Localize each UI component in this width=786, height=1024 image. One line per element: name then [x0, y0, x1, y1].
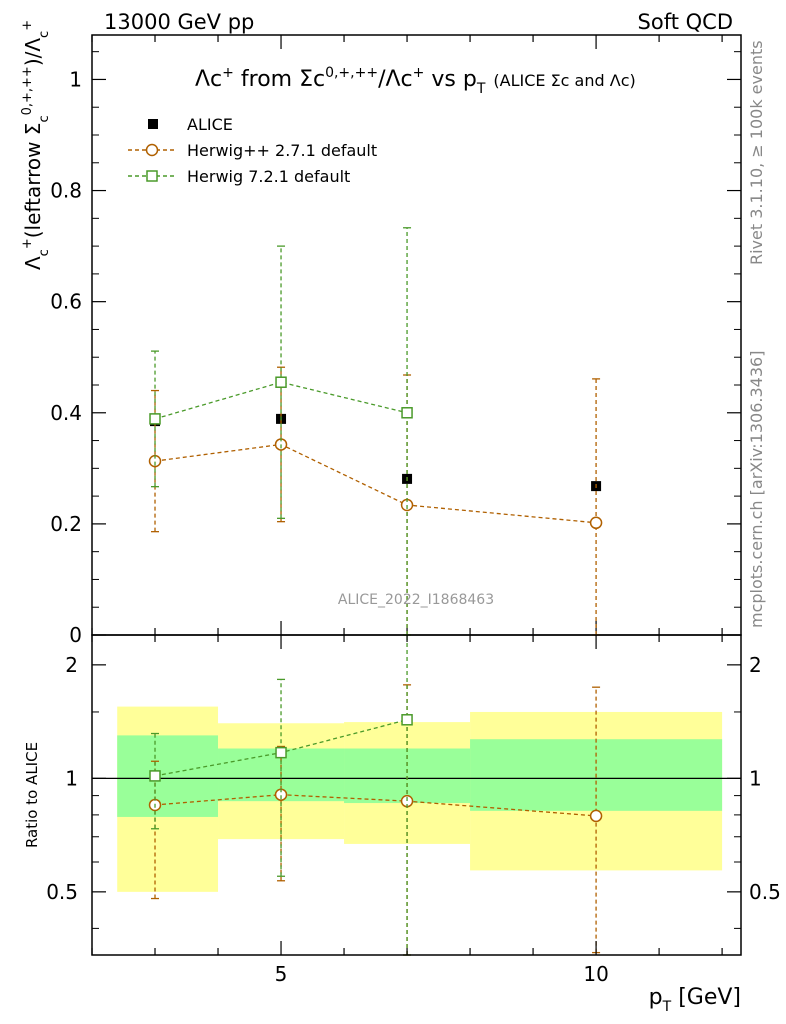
main-y-axis-label: Λc+(leftarrow Σc0,+,++)/Λc+: [20, 20, 52, 270]
category-label: Soft QCD: [638, 10, 733, 34]
ratio-y-tick-label-right: 1: [749, 766, 762, 790]
main-plot-panel: 0 0.2 0.4 0.6 0.8 1 Λc+ from Σc0,+,++/Λc+ vs …: [20, 20, 742, 647]
x-axis-label: pT [GeV]: [649, 985, 741, 1015]
main-y-ticks: 0 0.2 0.4 0.6 0.8 1: [50, 35, 741, 647]
legend-label-herwig7: Herwig 7.2.1 default: [187, 167, 350, 186]
legend-label-alice: ALICE: [187, 115, 233, 134]
ratio-y-tick-label-right: 0.5: [749, 880, 781, 904]
main-series-line-2: [154, 381, 408, 420]
legend: ALICE Herwig++ 2.7.1 default Herwig 7.2.…: [128, 115, 377, 186]
mcplots-label: mcplots.cern.ch [arXiv:1306.3436]: [747, 351, 766, 628]
main-point-herwigpp: [589, 516, 603, 530]
legend-marker-alice: [148, 119, 158, 129]
ratio-y-tick-label: 1: [65, 766, 78, 790]
legend-label-herwigpp: Herwig++ 2.7.1 default: [187, 141, 377, 160]
ratio-y-tick-label-right: 2: [749, 653, 762, 677]
ratio-plot-panel: 0.5 0.5 1 1 2 2 5 10 Ratio to ALICE pT [GeV]: [23, 634, 781, 1015]
ratio-ticks: 0.5 0.5 1 1 2 2 5 10: [46, 635, 781, 986]
main-series-layer: [148, 227, 603, 636]
legend-marker-herwig7: [146, 170, 158, 182]
main-series-line-1: [154, 443, 597, 524]
legend-entry-herwigpp: Herwig++ 2.7.1 default: [128, 141, 377, 160]
ratio-point-herwig7: [275, 746, 287, 759]
analysis-watermark: ALICE_2022_I1868463: [338, 592, 494, 608]
y-tick-label: 0.2: [50, 512, 82, 536]
ratio-point-herwig7: [149, 770, 161, 782]
ratio-band-inner: [117, 735, 219, 817]
x-tick-label: 10: [583, 962, 608, 986]
y-tick-label: 0.8: [50, 179, 82, 203]
legend-marker-herwigpp: [145, 143, 159, 157]
ratio-y-axis-label: Ratio to ALICE: [23, 742, 41, 848]
energy-label: 13000 GeV pp: [104, 10, 254, 34]
y-tick-label: 0: [69, 623, 82, 647]
ratio-series-layer: [148, 634, 603, 956]
ratio-y-tick-label: 0.5: [46, 880, 78, 904]
y-tick-label: 0.4: [50, 401, 82, 425]
main-point-herwig7: [401, 407, 413, 419]
ratio-point-herwigpp: [589, 809, 603, 823]
ratio-point-herwig7: [401, 714, 413, 726]
plot-title: Λc+ from Σc0,+,++/Λc+ vs pT (ALICE Σc and…: [195, 65, 636, 97]
legend-entry-herwig7: Herwig 7.2.1 default: [128, 167, 350, 186]
ratio-series-line-0: [154, 794, 597, 817]
ratio-y-tick-label: 2: [65, 653, 78, 677]
rivet-label: Rivet 3.1.10, ≥ 100k events: [747, 40, 766, 265]
ratio-plot-frame: [91, 634, 742, 956]
y-tick-label: 1: [69, 67, 82, 91]
ratio-uncertainty-bands: [117, 706, 723, 892]
legend-entry-alice: ALICE: [148, 115, 233, 134]
main-point-herwig7: [275, 376, 287, 388]
y-tick-label: 0.6: [50, 290, 82, 314]
main-point-herwig7: [149, 413, 161, 425]
x-tick-label: 5: [275, 962, 288, 986]
